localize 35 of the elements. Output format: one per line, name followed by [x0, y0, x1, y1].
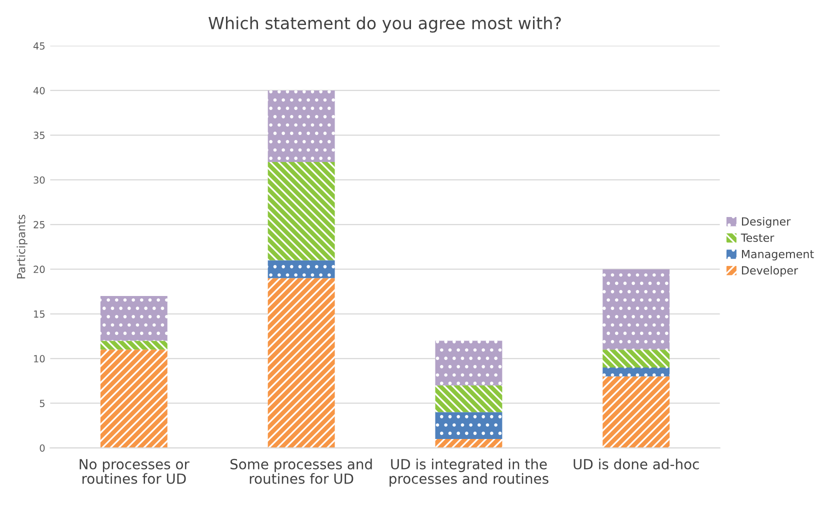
y-tick-label: 25 — [34, 221, 45, 228]
y-tick-label: 15 — [34, 310, 45, 318]
y-tick-label: 45 — [33, 42, 45, 50]
bar — [100, 296, 168, 341]
y-tick-label: 35 — [34, 132, 45, 139]
x-tick-label: UD is integrated in the processes and routines — [390, 458, 548, 487]
y-tick-label: 0 — [40, 444, 45, 452]
y-axis-title: Participants — [16, 214, 28, 278]
bar — [602, 368, 670, 376]
y-tick-label: 5 — [40, 400, 45, 408]
bar — [435, 385, 502, 412]
bar — [602, 269, 670, 350]
bar — [100, 350, 168, 448]
x-tick-label: No processes or routines for UD — [80, 459, 190, 484]
legend-label: Management — [742, 250, 814, 260]
legend-label: Tester — [740, 234, 774, 242]
bar — [268, 260, 335, 278]
bar — [602, 376, 670, 448]
bar — [268, 162, 335, 260]
legend-label: Developer — [742, 266, 798, 277]
y-tick-label: 10 — [34, 355, 45, 362]
x-tick-label: UD is done ad-hoc — [574, 458, 699, 470]
x-tick-label: Some processes and routines for UD — [230, 458, 372, 484]
y-tick-label: 40 — [33, 86, 45, 94]
y-tick-label: 30 — [34, 176, 45, 184]
bar — [602, 350, 670, 368]
chart-title: Which statement do you agree most with? — [208, 16, 561, 33]
bar — [435, 340, 502, 386]
bar — [435, 438, 502, 448]
bar — [100, 340, 168, 350]
y-tick-label: 20 — [34, 266, 45, 274]
bar — [268, 90, 335, 162]
legend-label: Designer — [742, 217, 791, 228]
bar — [268, 278, 335, 448]
bar — [435, 412, 502, 439]
